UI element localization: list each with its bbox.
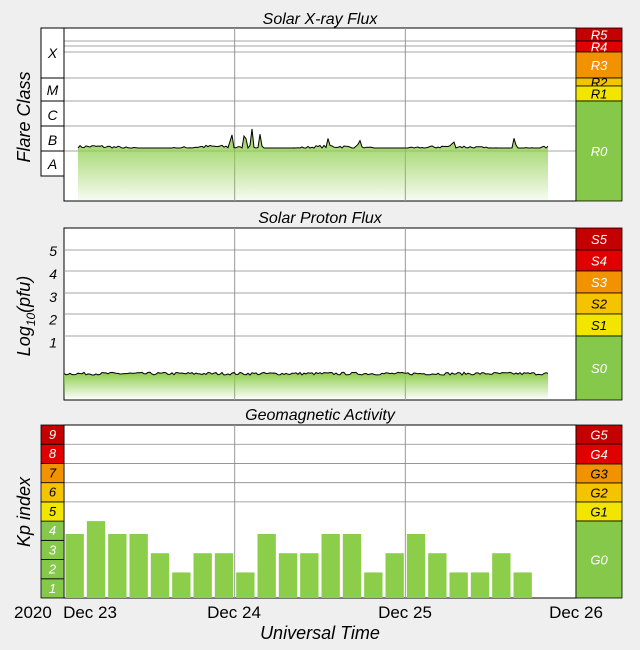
kp-bar — [342, 533, 362, 598]
xray-series — [77, 128, 549, 200]
year-label: 2020 — [14, 603, 52, 622]
proton-ylabel-sub: 10 — [24, 312, 38, 326]
xray-ylabel: Flare Class — [14, 71, 34, 162]
xray-title: Solar X-ray Flux — [263, 11, 379, 28]
noaa-scale-box — [575, 335, 623, 401]
kp-index-label: 8 — [49, 446, 57, 461]
kp-bar — [65, 533, 84, 598]
noaa-scale-label: R4 — [591, 40, 608, 55]
kp-index-label: 1 — [49, 581, 56, 596]
noaa-scale-label: R5 — [591, 28, 608, 43]
proton-tick-label: 5 — [49, 243, 57, 259]
noaa-scale-label: S1 — [591, 318, 607, 333]
noaa-scale-label: S0 — [591, 361, 608, 376]
kp-index-box — [40, 424, 65, 445]
noaa-scale-label: R0 — [591, 144, 608, 159]
kp-bar — [278, 553, 298, 598]
kp-bar — [214, 553, 234, 598]
noaa-scale-box — [575, 520, 623, 599]
kp-bar — [428, 553, 447, 598]
noaa-scale-label: G5 — [590, 428, 608, 443]
kp-bar — [257, 533, 276, 598]
kp-bar — [364, 572, 383, 598]
proton-ylabel: Log10(pfu) — [14, 276, 38, 356]
xray-flux-line — [77, 128, 549, 150]
kp-index-label: 7 — [49, 465, 57, 480]
noaa-scale-label: R1 — [591, 87, 608, 102]
kp-bar — [129, 533, 148, 598]
flare-class-label: M — [47, 82, 59, 98]
proton-tick-label: 2 — [48, 312, 57, 328]
kp-bar — [449, 572, 468, 598]
kp-bar — [492, 553, 511, 598]
kp-bar — [236, 572, 255, 598]
proton-series — [63, 371, 549, 398]
date-tick-label: Dec 23 — [63, 603, 117, 622]
flare-class-label: A — [47, 156, 57, 172]
noaa-scale-label: S3 — [591, 275, 608, 290]
noaa-scale-label: R3 — [591, 58, 608, 73]
date-tick-label: Dec 26 — [549, 603, 603, 622]
noaa-scale-label: S4 — [591, 254, 607, 269]
noaa-scale-box — [575, 100, 623, 202]
noaa-scale-label: G3 — [590, 467, 608, 482]
proton-flux-line — [63, 371, 549, 376]
geomag-plot-area — [63, 424, 577, 599]
noaa-scale-label: S2 — [591, 297, 608, 312]
kp-bar — [321, 533, 340, 598]
geomag-title: Geomagnetic Activity — [245, 407, 396, 424]
kp-bar — [406, 533, 426, 598]
kp-bar — [513, 572, 532, 598]
xlabel: Universal Time — [260, 623, 380, 643]
proton-title: Solar Proton Flux — [258, 210, 383, 227]
date-tick-label: Dec 24 — [207, 603, 261, 622]
proton-tick-label: 4 — [49, 266, 57, 282]
date-tick-label: Dec 25 — [378, 603, 432, 622]
kp-index-label: 4 — [49, 523, 56, 538]
kp-bar — [193, 553, 212, 598]
noaa-scale-label: G1 — [590, 505, 607, 520]
proton-ylabel-main: Log — [14, 326, 34, 356]
kp-bar — [470, 572, 490, 598]
kp-index-label: 9 — [49, 427, 56, 442]
kp-bar — [300, 553, 319, 598]
proton-tick-label: 3 — [49, 289, 57, 305]
kp-bar — [172, 572, 191, 598]
flare-class-label: C — [47, 107, 58, 123]
proton-flux-area — [64, 372, 548, 398]
kp-bar — [385, 553, 404, 598]
proton-tick-label: 1 — [49, 335, 57, 351]
kp-bar — [86, 521, 106, 598]
proton-ylabel-tail: (pfu) — [14, 276, 34, 313]
noaa-scale-label: S5 — [591, 232, 608, 247]
kp-bars — [65, 521, 532, 598]
kp-index-label: 2 — [48, 562, 57, 577]
flare-class-label: X — [47, 45, 58, 61]
flare-class-label: B — [48, 132, 57, 148]
kp-index-label: 3 — [49, 542, 57, 557]
geomag-ylabel: Kp index — [14, 476, 34, 547]
flare-class-box — [40, 150, 65, 177]
kp-index-label: 5 — [49, 504, 57, 519]
kp-bar — [108, 533, 127, 598]
noaa-scale-label: G0 — [590, 553, 608, 568]
kp-bar — [150, 553, 170, 598]
kp-index-label: 6 — [49, 485, 57, 500]
noaa-scale-label: G4 — [590, 447, 607, 462]
noaa-scale-label: G2 — [590, 486, 608, 501]
